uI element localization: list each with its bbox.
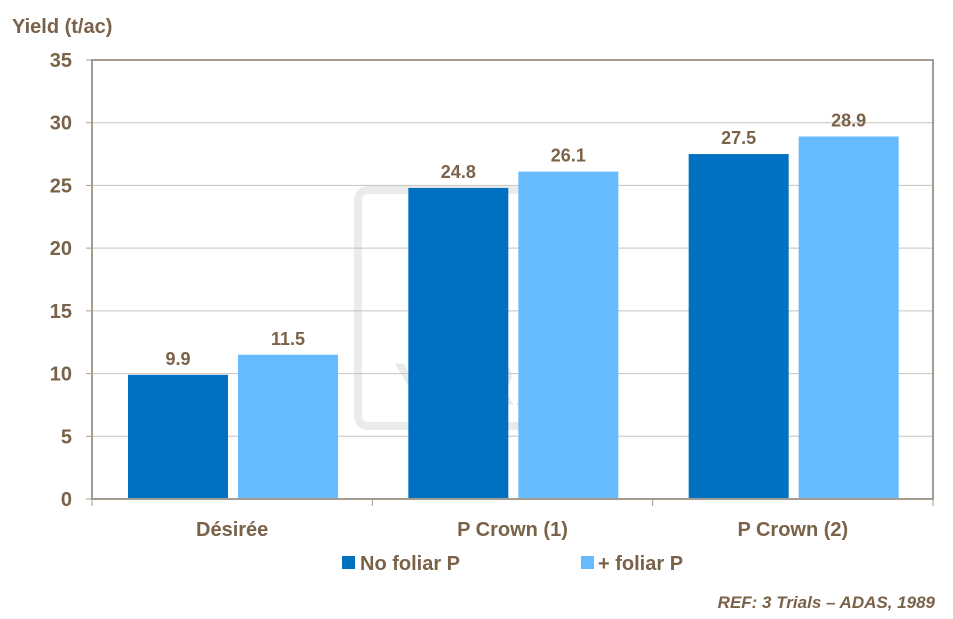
bar [128,374,228,499]
y-tick-label: 25 [50,175,72,197]
bar [238,354,338,499]
bar [798,136,899,500]
bar [518,171,619,500]
data-label: 24.8 [441,162,476,182]
data-label: 11.5 [271,329,305,349]
x-tick-label: P Crown (2) [737,519,848,541]
data-label: 26.1 [551,146,586,166]
bar [408,187,509,500]
y-tick-label: 10 [50,364,72,386]
data-label: 9.9 [165,349,190,369]
y-tick-label: 30 [50,113,72,135]
y-tick-label: 35 [50,50,72,72]
legend-swatch-no-foliar [342,556,355,569]
x-tick-label: Désirée [196,519,268,541]
legend: No foliar P + foliar P [342,553,683,575]
data-label: 27.5 [721,128,756,148]
plot-area-border [91,59,934,500]
legend-label-no-foliar: No foliar P [360,553,460,575]
y-axis-label: Yield (t/ac) [12,16,112,38]
legend-swatch-foliar [581,556,594,569]
bar [688,154,789,500]
y-tick-label: 15 [50,301,72,323]
x-tick-label: P Crown (1) [457,519,568,541]
y-tick-label: 20 [50,238,72,260]
y-tick-label: 5 [61,426,72,448]
reference-note: REF: 3 Trials – ADAS, 1989 [718,593,936,612]
legend-label-foliar: + foliar P [598,553,683,575]
y-tick-label: 0 [61,489,72,511]
data-label: 28.9 [831,111,866,131]
